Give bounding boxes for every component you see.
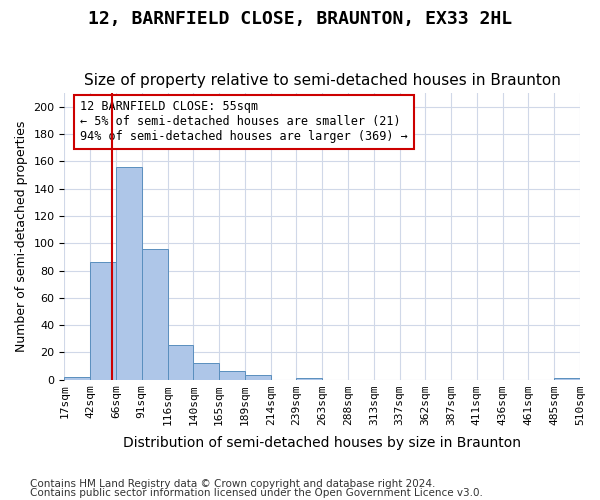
Y-axis label: Number of semi-detached properties: Number of semi-detached properties: [15, 120, 28, 352]
Bar: [142, 248, 167, 380]
Bar: [296, 378, 322, 380]
Bar: [554, 378, 580, 380]
Bar: [116, 167, 142, 380]
Bar: [64, 377, 90, 380]
Text: Contains HM Land Registry data © Crown copyright and database right 2024.: Contains HM Land Registry data © Crown c…: [30, 479, 436, 489]
X-axis label: Distribution of semi-detached houses by size in Braunton: Distribution of semi-detached houses by …: [123, 436, 521, 450]
Bar: [219, 372, 245, 380]
Bar: [245, 376, 271, 380]
Text: 12, BARNFIELD CLOSE, BRAUNTON, EX33 2HL: 12, BARNFIELD CLOSE, BRAUNTON, EX33 2HL: [88, 10, 512, 28]
Text: Contains public sector information licensed under the Open Government Licence v3: Contains public sector information licen…: [30, 488, 483, 498]
Bar: [193, 363, 219, 380]
Title: Size of property relative to semi-detached houses in Braunton: Size of property relative to semi-detach…: [84, 73, 560, 88]
Bar: [90, 262, 116, 380]
Bar: [167, 346, 193, 380]
Text: 12 BARNFIELD CLOSE: 55sqm
← 5% of semi-detached houses are smaller (21)
94% of s: 12 BARNFIELD CLOSE: 55sqm ← 5% of semi-d…: [80, 100, 407, 144]
